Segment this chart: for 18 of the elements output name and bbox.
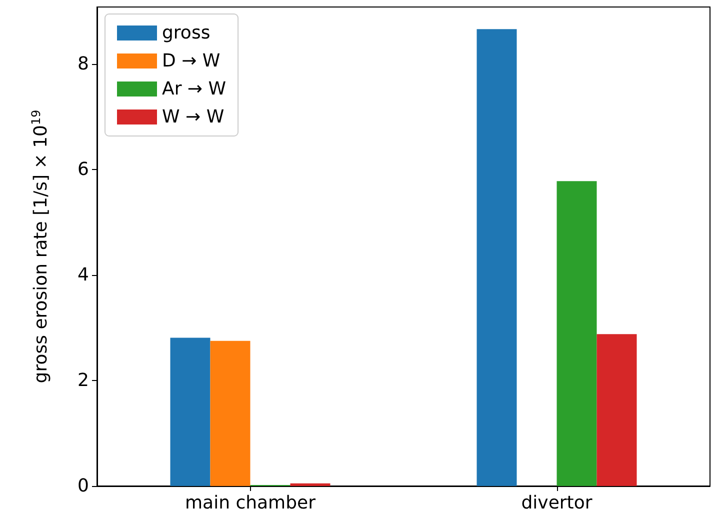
legend-label: W → W — [162, 106, 224, 128]
y-axis-title: gross erosion rate [1/s] × 1019 — [29, 110, 52, 384]
bar — [170, 338, 210, 486]
bar — [290, 483, 330, 486]
legend-label: D → W — [162, 50, 220, 72]
legend-label: gross — [162, 22, 210, 44]
bar — [476, 29, 517, 486]
bar — [596, 334, 637, 486]
y-tick-label: 8 — [78, 53, 89, 74]
bar — [556, 181, 597, 486]
y-tick-label: 6 — [78, 158, 89, 180]
x-tick-label: main chamber — [185, 492, 316, 514]
x-tick-label: divertor — [521, 492, 593, 514]
y-tick-label: 0 — [78, 476, 89, 496]
y-tick-label: 4 — [78, 264, 89, 286]
bar — [210, 340, 250, 486]
legend-label: Ar → W — [162, 78, 226, 100]
y-tick-label: 2 — [78, 370, 89, 391]
